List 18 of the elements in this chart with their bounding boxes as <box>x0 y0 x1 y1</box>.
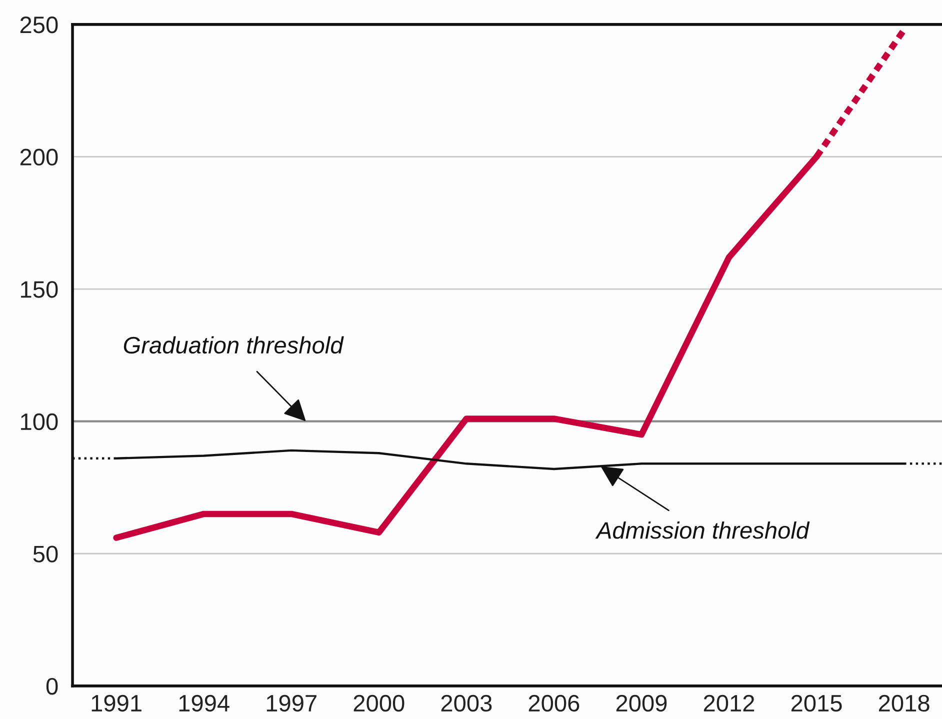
x-tick-label: 1991 <box>92 694 142 712</box>
y-tick-label: 250 <box>20 16 58 34</box>
annotation: Admission threshold <box>595 521 810 539</box>
y-tick-label: 200 <box>20 148 58 166</box>
x-tick-label: 2006 <box>528 694 580 712</box>
annotation: Graduation threshold <box>124 336 344 354</box>
y-tick-label: 150 <box>21 281 58 298</box>
y-tick-label: 100 <box>21 413 58 430</box>
x-tick-label: 2012 <box>704 694 754 712</box>
x-tick-label: 1997 <box>266 694 316 712</box>
x-tick-label: 2000 <box>354 694 404 712</box>
x-tick-label: 2003 <box>441 694 492 712</box>
x-tick-label: 2015 <box>791 694 842 712</box>
x-tick-label: 2009 <box>616 694 667 712</box>
x-tick-label: 2018 <box>879 694 930 712</box>
y-tick-label: 50 <box>33 546 58 562</box>
x-tick-label: 1994 <box>179 694 230 712</box>
y-tick-label: 0 <box>46 678 58 695</box>
